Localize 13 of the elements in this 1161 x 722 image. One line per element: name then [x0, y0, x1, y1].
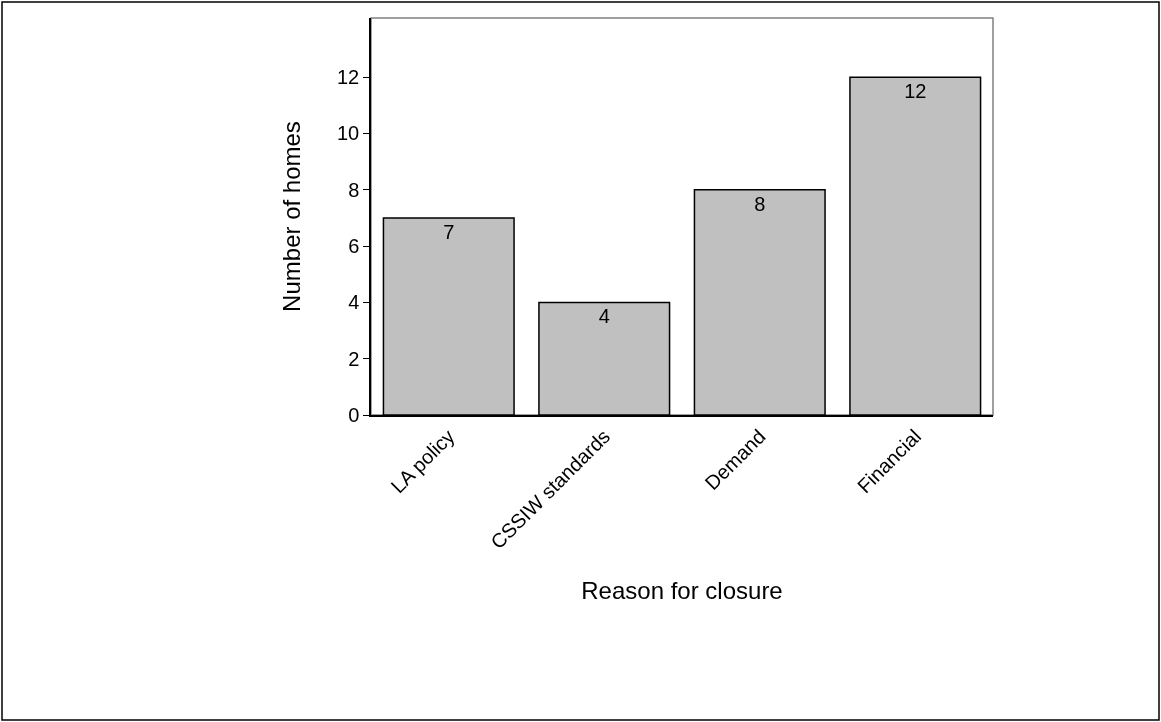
data-label: 7: [443, 220, 455, 243]
data-label: 8: [754, 192, 766, 215]
y-tick-label: 2: [348, 347, 360, 370]
y-tick-label: 10: [337, 122, 360, 145]
x-axis-title: Reason for closure: [581, 576, 783, 604]
data-label: 4: [598, 305, 610, 328]
y-tick-label: 6: [348, 235, 360, 258]
y-tick-label: 4: [348, 291, 360, 314]
data-label: 12: [904, 80, 927, 103]
y-tick-label: 8: [348, 178, 360, 201]
y-tick-label: 0: [348, 404, 360, 426]
y-tick-label: 12: [337, 66, 360, 89]
y-axis-title: Number of homes: [277, 121, 305, 312]
